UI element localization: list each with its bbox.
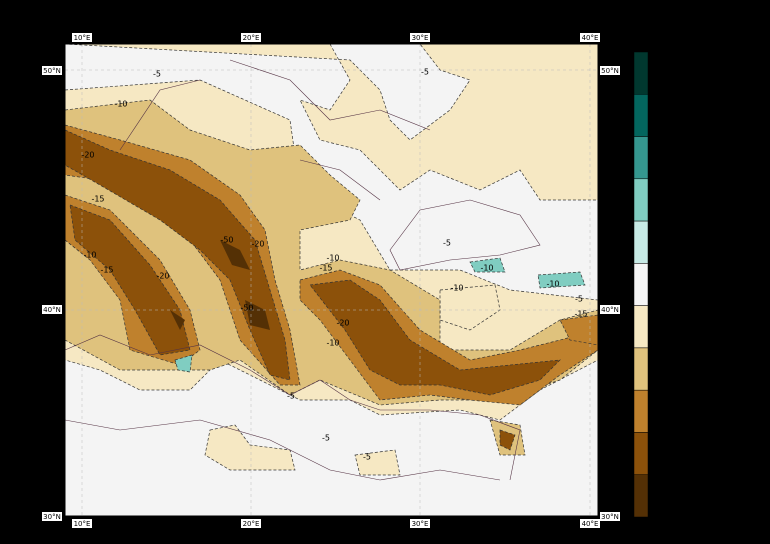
lat-label: 50°N [43, 67, 61, 75]
contour-label: -5 [443, 239, 451, 248]
lat-label: 30°N [43, 513, 61, 521]
contour-label: -50 [240, 304, 253, 313]
contour-label: -10 [326, 339, 339, 348]
label-box [42, 305, 62, 314]
colorbar-swatch [633, 263, 649, 306]
contour-label: -5 [421, 68, 429, 77]
anomaly-area [439, 284, 501, 331]
contour-label: -15 [574, 310, 587, 319]
contour-label: -15 [91, 195, 104, 204]
anomaly-area [309, 279, 561, 396]
lat-label: 30°N [601, 513, 619, 521]
colorbar-swatch [633, 474, 649, 518]
label-box [241, 519, 261, 528]
contour-label: -10 [480, 264, 493, 273]
coastline [64, 59, 541, 481]
colorbar-swatch [633, 347, 649, 391]
label-box [600, 66, 620, 75]
label-box [580, 33, 600, 42]
label-box [580, 519, 600, 528]
contour-label: -10 [450, 284, 463, 293]
colorbar-swatch [633, 389, 649, 433]
label-box [42, 66, 62, 75]
lat-label: 50°N [601, 67, 619, 75]
anomaly-area [204, 424, 296, 471]
label-box [410, 33, 430, 42]
anomaly-area [64, 43, 599, 201]
contour-label: -15 [319, 264, 332, 273]
anomaly-area [69, 204, 191, 356]
colorbar-swatch [633, 432, 649, 475]
anomaly-area [174, 257, 586, 373]
label-box [410, 519, 430, 528]
colorbar-swatch [633, 94, 649, 137]
anomaly-area [354, 449, 401, 476]
contour-label: -5 [287, 392, 295, 401]
lon-label: 30°E [412, 520, 429, 528]
contour-label: -10 [326, 254, 339, 263]
contour-label: -5 [153, 70, 161, 79]
graticule [65, 44, 598, 516]
axis-labels: 10°E 20°E 30°E 40°E 10°E 20°E 30°E 40°E … [42, 33, 620, 528]
contour-label: -10 [114, 100, 127, 109]
lon-label: 40°E [582, 520, 599, 528]
anomaly-area [170, 240, 270, 330]
lat-label: 40°N [601, 306, 619, 314]
colorbar-swatch [633, 51, 649, 95]
contour-label: -15 [100, 266, 113, 275]
lon-label: 20°E [243, 520, 260, 528]
colorbar-swatch [633, 178, 649, 222]
contour-label: -5 [322, 434, 330, 443]
contour-label: -5 [575, 295, 583, 304]
anomaly-area [559, 314, 599, 346]
anomaly-area [64, 129, 291, 381]
contour-labels: -5 -10 -20 -15 -10 -15 -20 -50 -20 -50 -… [81, 68, 587, 462]
contour-label: -10 [83, 251, 96, 260]
colorbar [633, 51, 649, 518]
map-frame [64, 43, 599, 517]
lon-label: 10°E [74, 520, 91, 528]
lon-label: 30°E [412, 34, 429, 42]
contour-label: -20 [336, 319, 349, 328]
label-box [72, 519, 92, 528]
lon-label: 20°E [243, 34, 260, 42]
colorbar-swatch [633, 305, 649, 349]
anomaly-area [499, 429, 516, 451]
label-box [241, 33, 261, 42]
label-box [42, 512, 62, 521]
map-area [64, 43, 599, 517]
label-box [72, 33, 92, 42]
lon-label: 10°E [74, 34, 91, 42]
lat-label: 40°N [43, 306, 61, 314]
colorbar-swatch [633, 220, 649, 264]
colorbar-swatch [633, 136, 649, 180]
contour-label: -20 [81, 151, 94, 160]
contour-label: -20 [156, 272, 169, 281]
contour-label: -10 [546, 280, 559, 289]
label-box [600, 305, 620, 314]
contour-label: -50 [220, 236, 233, 245]
label-box [600, 512, 620, 521]
contour-label: -5 [363, 453, 371, 462]
lon-label: 40°E [582, 34, 599, 42]
contour-label: -20 [251, 240, 264, 249]
